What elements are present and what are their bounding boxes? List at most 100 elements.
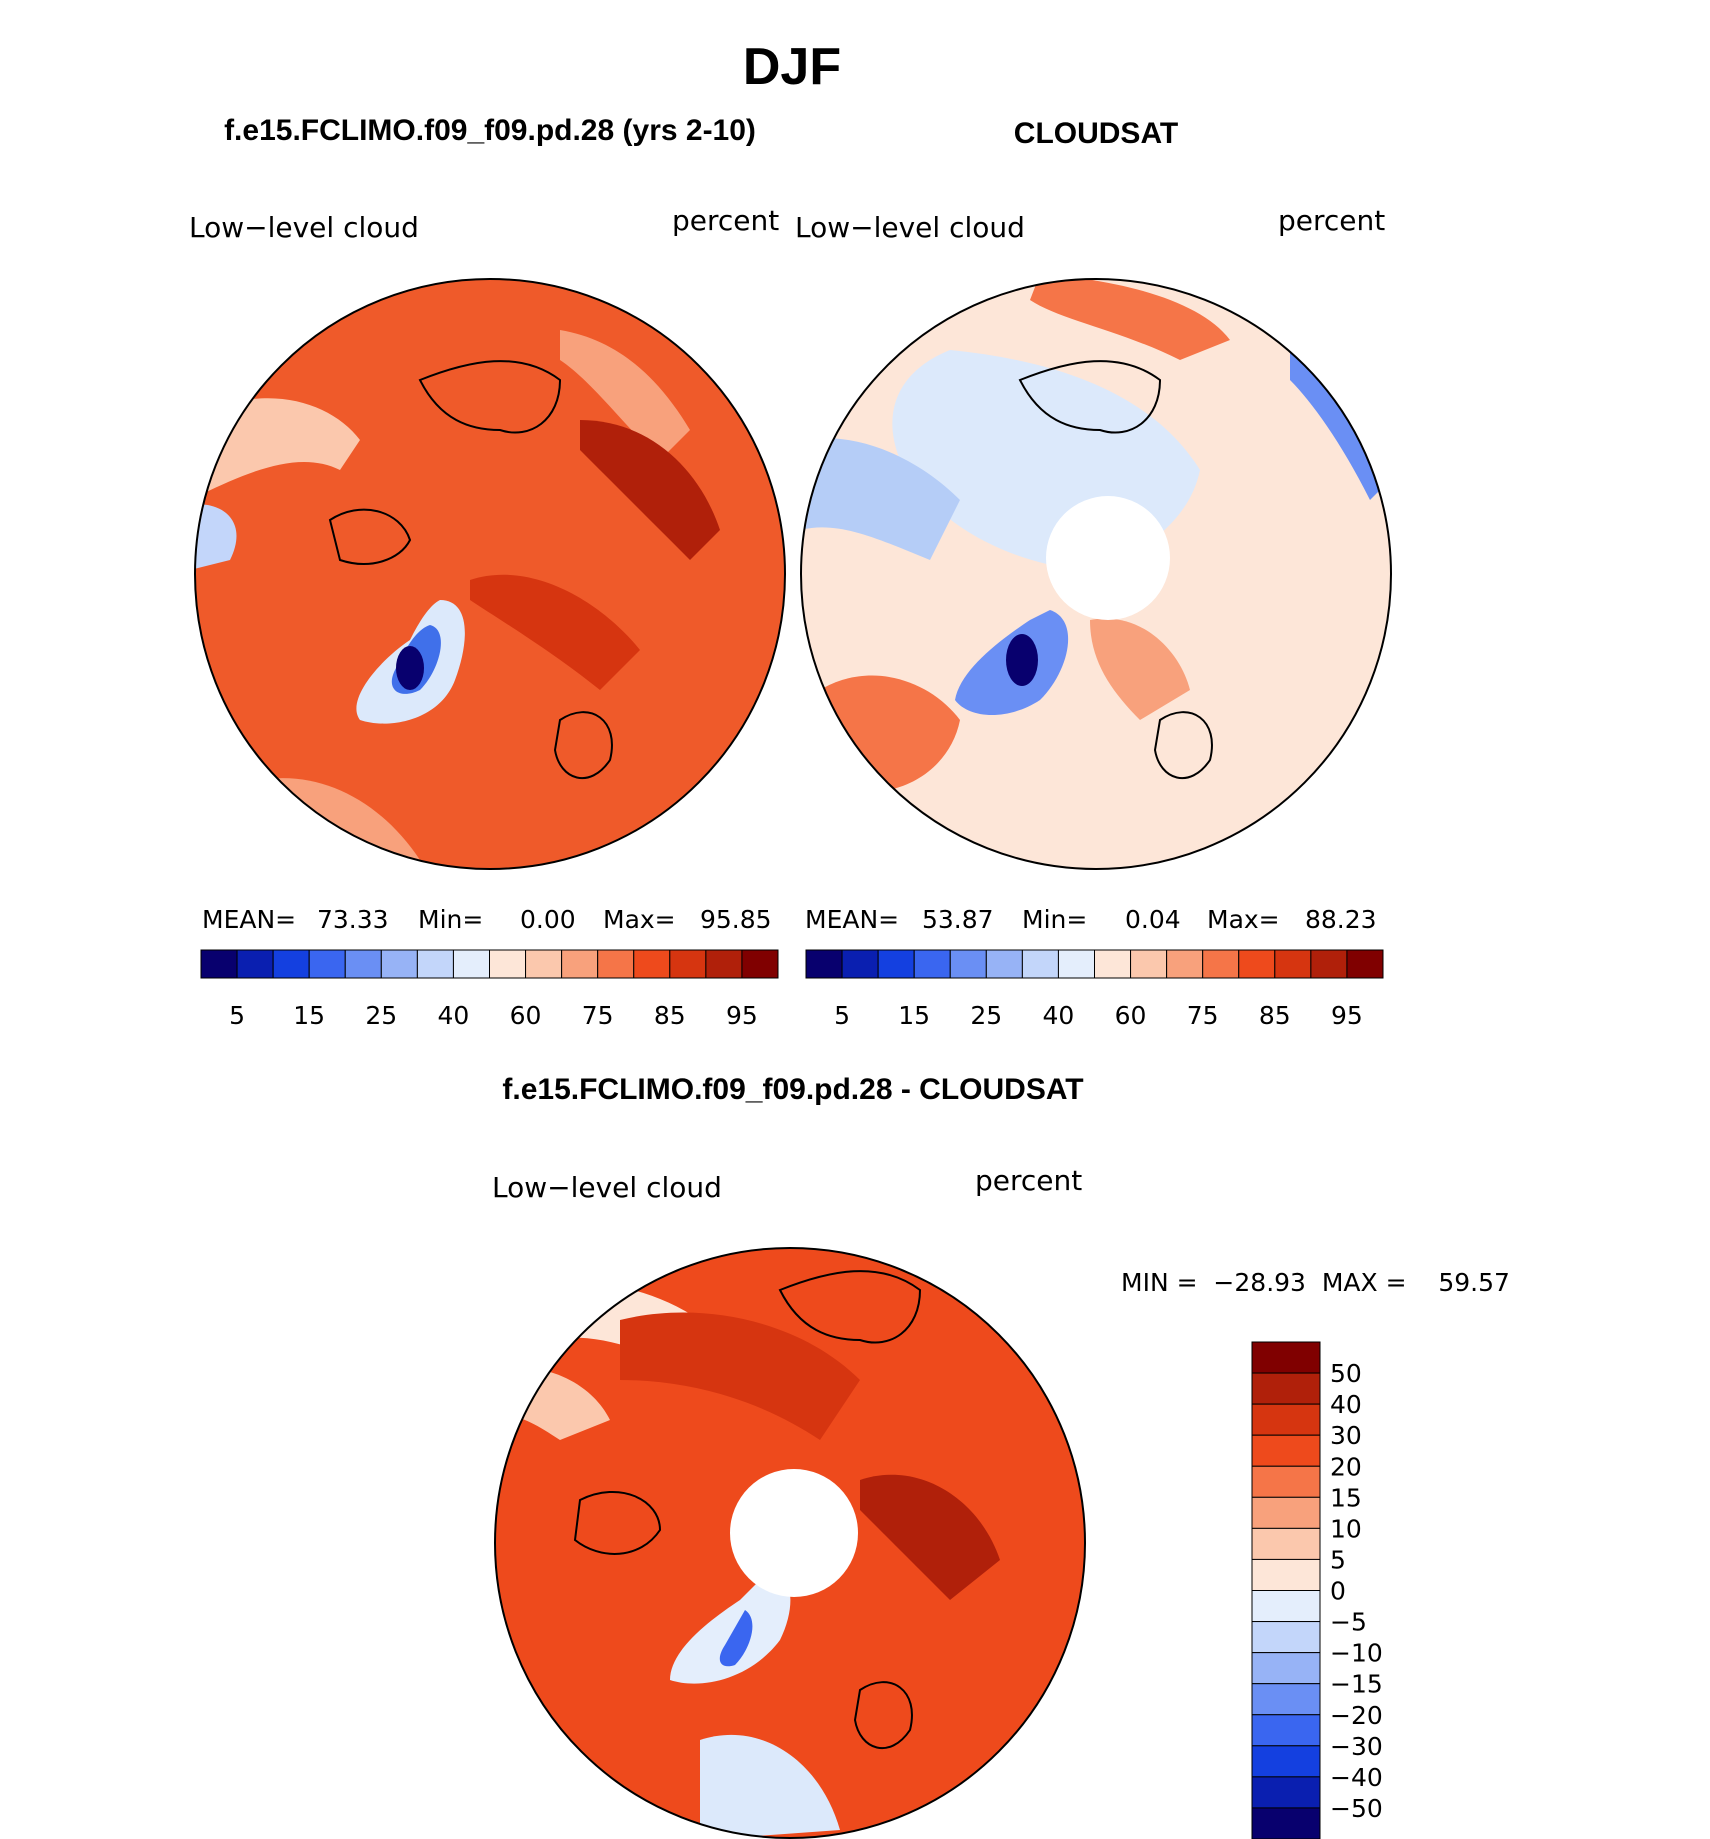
diff-colorbar-box: [1251, 1341, 1321, 1374]
obs-colorbar: 5 15 25 40 60 75 85 95: [805, 949, 1384, 1030]
model-var-label: Low−level cloud: [189, 211, 419, 244]
diff-minmax: MIN = −28.93 MAX = 59.57: [1121, 1268, 1510, 1297]
model-units-label: percent: [672, 204, 779, 237]
obs-min-value: 0.04: [1125, 905, 1181, 934]
diff-colorbar-box: [1251, 1403, 1321, 1436]
diff-colorbar-box: [1251, 1683, 1321, 1716]
diff-var-label: Low−level cloud: [492, 1171, 722, 1204]
diff-greenland-blue: [719, 1610, 753, 1667]
diff-greenland-light: [670, 1574, 791, 1684]
obs-max-value: 88.23: [1305, 905, 1377, 934]
obs-region-orange-north: [1030, 279, 1230, 360]
obs-colorbar-box: [1238, 949, 1276, 979]
model-colorbar-box: [416, 949, 454, 979]
diff-colorbar-tick-label: 15: [1330, 1483, 1362, 1512]
obs-colorbar-tick-label: 5: [834, 1001, 850, 1030]
diff-polar-hole: [730, 1469, 858, 1597]
model-colorbar-box: [525, 949, 563, 979]
diff-polar-map: [494, 1247, 1086, 1839]
model-colorbar: 5 15 25 40 60 75 85 95: [200, 949, 779, 1030]
model-stats: MEAN= 73.33 Min= 0.00 Max= 95.85: [202, 905, 772, 934]
model-colorbar-box: [741, 949, 779, 979]
diff-region-darkred: [620, 1312, 860, 1440]
obs-colorbar-tick-label: 15: [898, 1001, 930, 1030]
obs-colorbar-tick-label: 85: [1259, 1001, 1291, 1030]
diff-colorbar-tick-label: −5: [1330, 1608, 1367, 1637]
obs-colorbar-box: [841, 949, 879, 979]
diff-colorbar-box: [1251, 1590, 1321, 1623]
obs-mean-value: 53.87: [922, 905, 994, 934]
diff-colorbar-tick-label: 5: [1330, 1545, 1346, 1574]
model-colorbar-box: [272, 949, 310, 979]
model-greenland-core: [396, 646, 424, 690]
obs-colorbar-box: [1346, 949, 1384, 979]
diff-colorbar-tick-label: 40: [1330, 1390, 1362, 1419]
obs-coastline-1: [1018, 360, 1162, 434]
model-min-value: 0.00: [520, 905, 576, 934]
model-colorbar-tick-label: 60: [510, 1001, 542, 1030]
model-title: f.e15.FCLIMO.f09_f09.pd.28 (yrs 2-10): [224, 114, 756, 147]
model-coastline-1: [418, 360, 562, 434]
model-colorbar-box: [308, 949, 346, 979]
obs-colorbar-tick-label: 40: [1043, 1001, 1075, 1030]
model-colorbar-tick-label: 40: [438, 1001, 470, 1030]
obs-region-lightblue: [801, 438, 960, 560]
diff-colorbar-box: [1251, 1434, 1321, 1467]
model-colorbar-box: [452, 949, 490, 979]
obs-units-label: percent: [1278, 204, 1385, 237]
model-region-orange: [560, 330, 690, 460]
diff-colorbar-box: [1251, 1527, 1321, 1560]
diff-colorbar-box: [1251, 1745, 1321, 1778]
diff-colorbar-tick-label: −10: [1330, 1639, 1383, 1668]
model-region-darkred: [580, 420, 720, 560]
obs-title: CLOUDSAT: [1014, 117, 1178, 150]
diff-colorbar-box: [1251, 1465, 1321, 1498]
model-colorbar-box: [597, 949, 635, 979]
obs-colorbar-tick-label: 75: [1187, 1001, 1219, 1030]
diff-units-label: percent: [975, 1164, 1082, 1197]
diff-colorbar-tick-label: 30: [1330, 1421, 1362, 1450]
model-map-base: [195, 279, 785, 869]
diff-title: f.e15.FCLIMO.f09_f09.pd.28 - CLOUDSAT: [502, 1073, 1083, 1106]
diff-colorbar-tick-label: 20: [1330, 1452, 1362, 1481]
obs-colorbar-tick-label: 60: [1115, 1001, 1147, 1030]
obs-var-label: Low−level cloud: [795, 211, 1025, 244]
model-region-paleblue: [195, 504, 237, 570]
diff-coastline-1: [778, 1270, 922, 1344]
diff-colorbar-tick-label: 50: [1330, 1359, 1362, 1388]
obs-colorbar-box: [1310, 949, 1348, 979]
obs-colorbar-box: [985, 949, 1023, 979]
obs-colorbar-tick-label: 25: [970, 1001, 1002, 1030]
obs-colorbar-box: [1166, 949, 1204, 979]
obs-colorbar-box: [1274, 949, 1312, 979]
model-colorbar-box: [200, 949, 238, 979]
diff-coastline-2: [573, 1490, 662, 1555]
diff-colorbar-tick-label: 10: [1330, 1514, 1362, 1543]
obs-colorbar-box: [1094, 949, 1132, 979]
diff-colorbar-tick-label: −20: [1330, 1701, 1383, 1730]
model-colorbar-tick-label: 85: [654, 1001, 686, 1030]
model-region-red: [470, 574, 640, 690]
model-colorbar-tick-label: 5: [229, 1001, 245, 1030]
diff-map-border: [494, 1247, 1086, 1839]
obs-map-border: [800, 278, 1392, 870]
diff-colorbar-tick-label: −30: [1330, 1732, 1383, 1761]
model-mean-label: MEAN=: [202, 905, 296, 934]
model-max-label: Max=: [603, 905, 676, 934]
obs-colorbar-tick-label: 95: [1331, 1001, 1363, 1030]
obs-coastline-2: [1153, 711, 1213, 780]
model-polar-map: [194, 278, 786, 870]
obs-region-salmon: [1090, 618, 1190, 720]
model-colorbar-box: [344, 949, 382, 979]
diff-colorbar-tick-label: −40: [1330, 1763, 1383, 1792]
diff-colorbar-tick-label: 0: [1330, 1577, 1346, 1606]
diff-region-paleblue: [700, 1734, 840, 1838]
model-colorbar-box: [380, 949, 418, 979]
obs-colorbar-box: [1021, 949, 1059, 979]
model-colorbar-box: [561, 949, 599, 979]
model-colorbar-tick-label: 15: [293, 1001, 325, 1030]
obs-max-label: Max=: [1207, 905, 1280, 934]
model-coastline-2: [328, 508, 412, 565]
model-map-border: [194, 278, 786, 870]
